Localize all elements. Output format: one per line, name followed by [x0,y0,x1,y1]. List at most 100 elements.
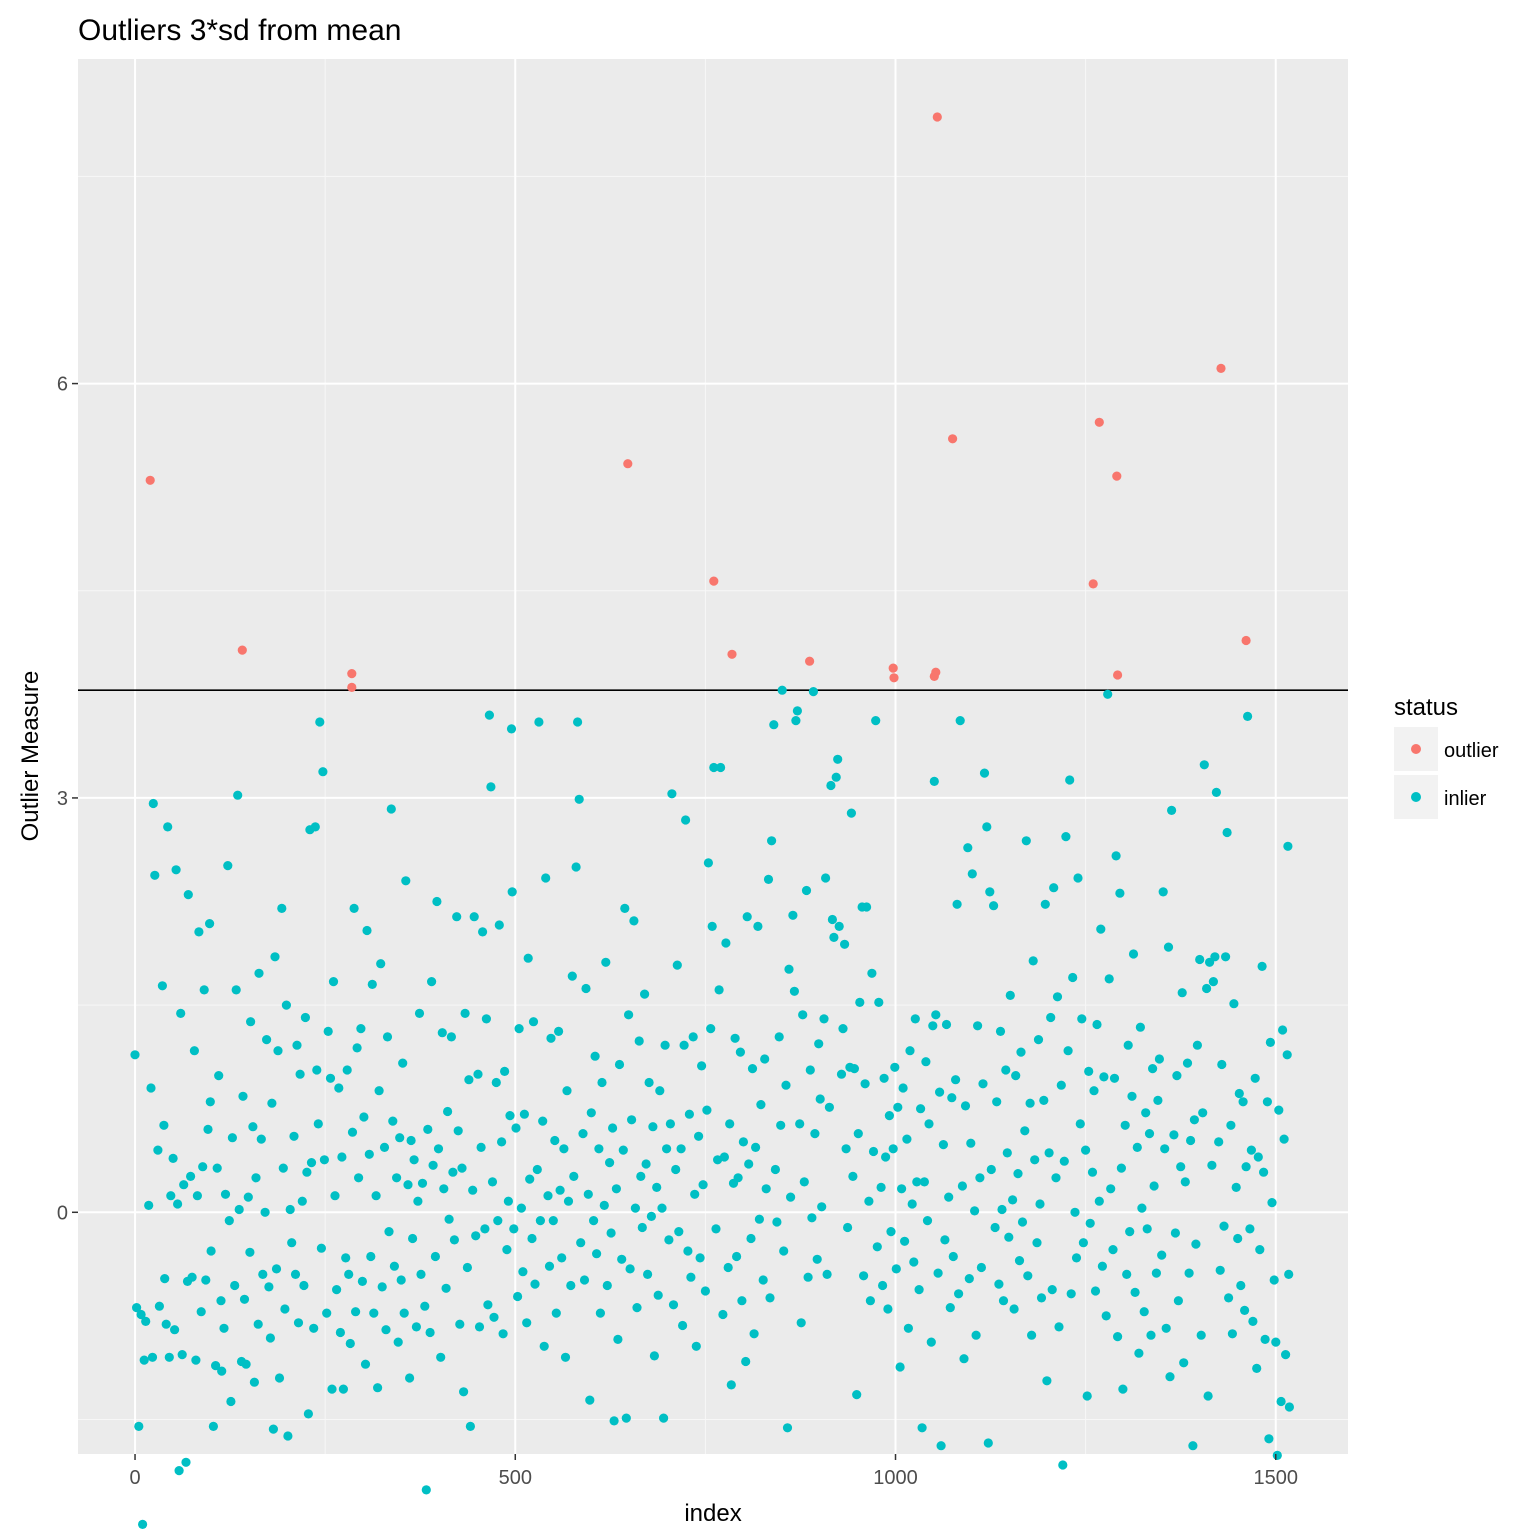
inlier-point [971,1330,981,1340]
inlier-point [841,1144,851,1154]
y-tick-label: 3 [57,788,68,810]
inlier-point [579,1275,590,1285]
inlier-point [480,1224,490,1234]
inlier-point [334,1083,344,1093]
inlier-point [1161,1323,1171,1333]
inlier-point [590,1051,600,1061]
inlier-point [1039,1095,1049,1105]
inlier-point [795,1119,805,1129]
inlier-point [1160,1144,1170,1154]
inlier-point [306,1158,317,1168]
inlier-point [725,1119,735,1129]
inlier-point [267,1098,277,1108]
inlier-point [581,983,591,994]
inlier-point [148,798,158,809]
inlier-point [737,1296,747,1306]
inlier-point [1099,1072,1109,1082]
inlier-point [721,938,731,948]
inlier-point [234,1204,244,1215]
inlier-point [344,1269,354,1279]
inlier-point [1056,1080,1066,1090]
inlier-point [384,1227,394,1237]
inlier-point [679,1040,689,1050]
inlier-point [522,1318,532,1328]
inlier-point [824,1102,835,1112]
inlier-point [262,1035,272,1045]
inlier-point [538,1116,548,1126]
inlier-point [963,843,973,853]
inlier-point [280,1304,290,1314]
inlier-point [347,1127,358,1137]
inlier-point [1065,775,1075,785]
inlier-point [176,1008,186,1019]
inlier-point [595,1308,606,1318]
inlier-point [174,1466,184,1476]
inlier-point [1217,1059,1227,1070]
inlier-point [1149,1181,1159,1191]
inlier-point [341,1253,351,1263]
inlier-point [1154,1054,1164,1064]
inlier-point [831,772,841,782]
inlier-point [955,716,965,726]
inlier-point [1125,1227,1135,1237]
inlier-point [1016,1047,1026,1057]
inlier-point [777,685,787,695]
inlier-point [1128,949,1139,959]
inlier-point [938,1140,949,1150]
inlier-point [1269,1275,1279,1285]
inlier-point [509,1224,519,1234]
inlier-point [611,1184,622,1194]
inlier-point [917,1423,927,1433]
inlier-point [602,1280,612,1291]
inlier-point [315,717,325,727]
inlier-point [617,1254,627,1264]
plot-panel [78,59,1348,1454]
inlier-point [527,1233,537,1244]
inlier-point [216,1296,226,1306]
inlier-point [1035,1199,1045,1209]
inlier-point [502,1245,512,1255]
inlier-point [576,1238,586,1248]
inlier-point [360,1359,371,1369]
inlier-point [287,1238,297,1248]
inlier-point [1260,1334,1270,1344]
inlier-point [403,1180,413,1190]
inlier-point [1087,1167,1098,1177]
inlier-point [738,1137,749,1147]
inlier-point [964,1274,974,1284]
inlier-point [1042,1376,1052,1386]
inlier-point [268,1424,278,1434]
inlier-point [864,1196,874,1206]
inlier-point [557,1253,567,1263]
outlier-point [1113,670,1123,680]
inlier-point [1227,1329,1237,1339]
inlier-point [386,804,396,814]
inlier-point [253,1319,263,1329]
inlier-point [300,1012,310,1023]
inlier-point [1241,1162,1251,1172]
inlier-point [273,1046,283,1056]
inlier-point [707,921,717,932]
legend: status outlier inlier [1394,694,1499,819]
inlier-point [819,1014,829,1024]
inlier-point [1245,1224,1255,1234]
inlier-point [719,1152,730,1162]
inlier-point [168,1153,178,1163]
inlier-point [205,919,215,929]
inlier-point [1040,899,1050,909]
inlier-point [408,1233,418,1244]
inlier-point [982,822,992,832]
inlier-point [928,1021,938,1031]
x-tick-label: 0 [129,1467,140,1489]
inlier-point [474,1322,485,1332]
inlier-point [473,1069,483,1079]
inlier-point [1092,1019,1102,1030]
inlier-point [338,1384,348,1394]
inlier-point [798,1010,808,1020]
inlier-point [1027,1330,1037,1340]
inlier-point [774,1032,784,1042]
inlier-point [815,1094,825,1104]
inlier-point [166,1191,176,1201]
inlier-point [352,1043,362,1053]
inlier-point [597,1077,607,1088]
